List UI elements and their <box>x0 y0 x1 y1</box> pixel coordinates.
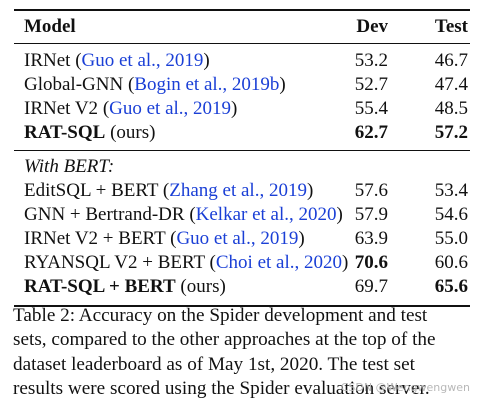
model-name: IRNet <box>24 50 71 71</box>
table-row: RAT-SQL + BERT (ours) 69.7 65.6 <box>14 275 470 299</box>
dev-score: 69.7 <box>354 276 388 297</box>
model-suffix: (ours) <box>105 122 156 143</box>
test-score: 55.0 <box>434 228 468 249</box>
dev-score: 57.9 <box>354 204 388 225</box>
top-rule <box>14 9 470 11</box>
model-name: Global-GNN <box>24 74 124 95</box>
test-score: 54.6 <box>434 204 468 225</box>
model-name: RYANSQL V2 + BERT <box>24 252 205 273</box>
model-cell: IRNet V2 + BERT (Guo et al., 2019) <box>24 228 305 249</box>
caption-line: Table 2: Accuracy on the Spider developm… <box>13 305 428 326</box>
model-name: IRNet V2 + BERT <box>24 228 166 249</box>
model-suffix: (ours) <box>175 276 226 297</box>
header-test: Test <box>434 16 468 37</box>
table-row: GNN + Bertrand-DR (Kelkar et al., 2020) 5… <box>14 203 470 227</box>
bottom-rule <box>14 305 470 307</box>
test-score: 60.6 <box>434 252 468 273</box>
group-rule <box>14 150 470 151</box>
header-row: Model Dev Test <box>14 11 470 43</box>
header-model: Model <box>24 16 76 37</box>
header-rule <box>14 43 470 44</box>
citation-link[interactable]: Bogin et al., 2019b <box>134 74 280 95</box>
model-cell: EditSQL + BERT (Zhang et al., 2019) <box>24 180 314 201</box>
model-name: RAT-SQL + BERT <box>24 276 176 297</box>
caption-line: sets, compared to the other approaches a… <box>13 329 436 351</box>
dev-score: 57.6 <box>354 180 388 201</box>
table-row: IRNet (Guo et al., 2019) 53.2 46.7 <box>14 49 470 73</box>
dev-score: 52.7 <box>354 74 388 95</box>
table-row: Global-GNN (Bogin et al., 2019b) 52.7 47.4 <box>14 73 470 97</box>
model-cell: RYANSQL V2 + BERT (Choi et al., 2020) <box>24 252 349 273</box>
model-name: IRNet V2 <box>24 98 99 119</box>
citation-link[interactable]: Guo et al., 2019 <box>176 228 299 249</box>
citation-link[interactable]: Zhang et al., 2019 <box>169 180 307 201</box>
results-table: Model Dev Test IRNet (Guo et al., 2019) 5… <box>14 9 470 307</box>
bert-group: EditSQL + BERT (Zhang et al., 2019) 57.6 5… <box>14 179 470 299</box>
dev-score: 63.9 <box>354 228 388 249</box>
table-row: IRNet V2 + BERT (Guo et al., 2019) 63.9 55… <box>14 227 470 251</box>
model-cell: IRNet V2 (Guo et al., 2019) <box>24 98 238 119</box>
test-score: 53.4 <box>434 180 468 201</box>
model-cell: IRNet (Guo et al., 2019) <box>24 50 210 71</box>
table-row: RYANSQL V2 + BERT (Choi et al., 2020) 70.… <box>14 251 470 275</box>
bert-group-label: With BERT: <box>24 156 115 177</box>
dev-score: 55.4 <box>354 98 388 119</box>
dev-score: 53.2 <box>354 50 388 71</box>
citation-link[interactable]: Choi et al., 2020 <box>215 252 343 273</box>
baseline-group: IRNet (Guo et al., 2019) 53.2 46.7 Global-G… <box>14 49 470 145</box>
citation-link[interactable]: Guo et al., 2019 <box>109 98 232 119</box>
model-name: EditSQL + BERT <box>24 180 159 201</box>
test-score: 65.6 <box>434 276 468 297</box>
dev-score: 70.6 <box>354 252 388 273</box>
model-cell: GNN + Bertrand-DR (Kelkar et al., 2020) <box>24 204 343 225</box>
header-dev: Dev <box>356 16 388 37</box>
test-score: 46.7 <box>434 50 468 71</box>
test-score: 47.4 <box>434 74 468 95</box>
model-cell: RAT-SQL + BERT (ours) <box>24 275 226 299</box>
table-row: RAT-SQL (ours) 62.7 57.2 <box>14 121 470 145</box>
table-row: EditSQL + BERT (Zhang et al., 2019) 57.6 5… <box>14 179 470 203</box>
table-caption: Table 2: Accuracy on the Spider developm… <box>13 304 473 401</box>
model-cell: RAT-SQL (ours) <box>24 121 155 145</box>
caption-line: dataset leaderboard as of May 1st, 2020.… <box>13 353 415 375</box>
caption-line: results were scored using the Spider eva… <box>13 377 430 399</box>
group2-label-row: With BERT: <box>14 155 470 179</box>
table-row: IRNet V2 (Guo et al., 2019) 55.4 48.5 <box>14 97 470 121</box>
model-cell: Global-GNN (Bogin et al., 2019b) <box>24 74 286 95</box>
test-score: 57.2 <box>434 122 468 143</box>
citation-link[interactable]: Kelkar et al., 2020 <box>195 204 337 225</box>
test-score: 48.5 <box>434 98 468 119</box>
citation-link[interactable]: Guo et al., 2019 <box>81 50 204 71</box>
model-name: GNN + Bertrand-DR <box>24 204 185 225</box>
watermark: CSDN @Wengwengwen <box>340 381 470 394</box>
dev-score: 62.7 <box>354 122 388 143</box>
model-name: RAT-SQL <box>24 122 106 143</box>
